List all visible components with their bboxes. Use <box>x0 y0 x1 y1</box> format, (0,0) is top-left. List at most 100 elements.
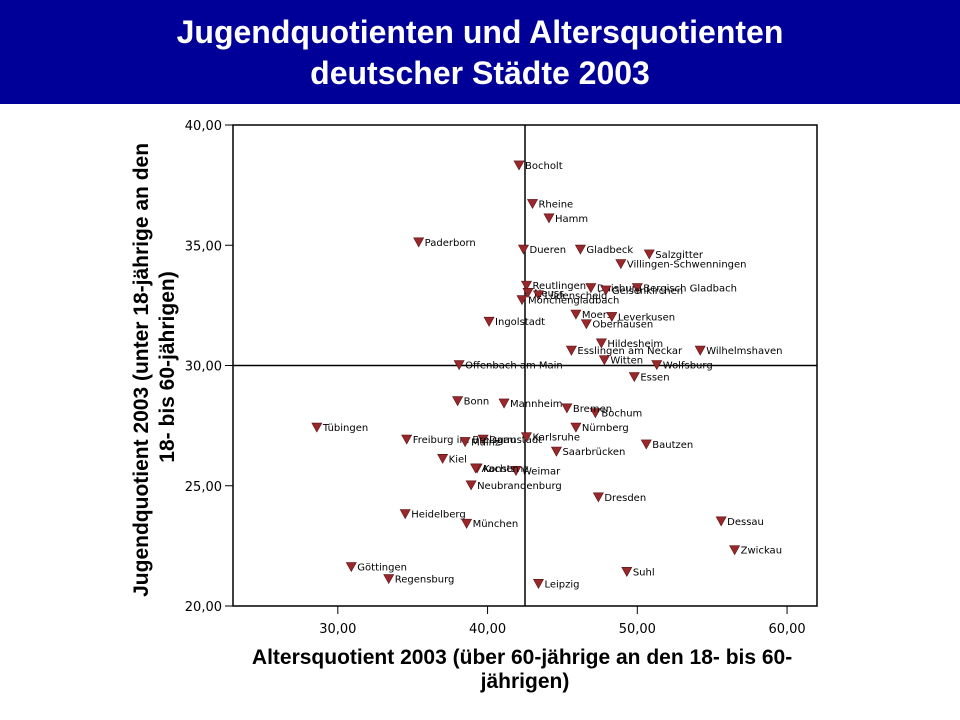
point-label-bremen: Bremen <box>573 404 612 415</box>
point-label-suhl: Suhl <box>633 567 655 578</box>
point-label-salzgitter: Salzgitter <box>655 250 704 261</box>
y-axis-title-line-2: 18- bis 60-jährigen) <box>156 271 179 462</box>
point-label-aachen: Aachen <box>482 464 519 475</box>
title-line-1: Jugendquotienten und Altersquotienten <box>176 14 784 50</box>
point-label-m-nchengladbach: Mönchengladbach <box>528 296 619 307</box>
point-marker-karlsruhe <box>520 432 533 443</box>
point-marker-ingolstadt <box>483 316 495 327</box>
point-label-l-denscheid: Lüdenscheid <box>544 291 607 302</box>
point-marker-weimar <box>510 466 522 476</box>
x-axis-title-line-2: jährigen) <box>480 670 570 693</box>
y-axis-ticks: 20,00 25,00 30,00 35,00 40,00 <box>185 119 233 615</box>
point-label-heidelberg: Heidelberg <box>411 510 466 521</box>
point-marker-mannheim <box>498 398 510 409</box>
point-label-essen: Essen <box>640 373 669 384</box>
point-label-wilhelmshaven: Wilhelmshaven <box>706 346 782 357</box>
point-label-m-nchen: München <box>473 519 519 530</box>
point-label-duisburg: Duisburg <box>597 284 642 295</box>
point-marker-esslingen-am-neckar <box>565 345 577 356</box>
point-label-konstanz: Konstanz <box>483 464 528 475</box>
point-marker-bremen <box>561 403 573 414</box>
y-tick-label: 35,00 <box>185 239 222 254</box>
y-tick-label: 40,00 <box>185 119 222 134</box>
point-marker-dresden <box>592 492 604 503</box>
point-label-moers: Moers <box>582 310 612 321</box>
point-marker-duisburg <box>585 283 597 294</box>
point-marker-kiel <box>437 453 449 464</box>
point-label-bergisch-gladbach: Bergisch Gladbach <box>643 284 737 295</box>
title-banner <box>0 0 960 104</box>
point-label-bocholt: Bocholt <box>525 161 563 172</box>
point-marker-gelsenkirchen <box>600 285 612 296</box>
point-label-leverkusen: Leverkusen <box>618 312 675 323</box>
point-marker-dessau <box>715 516 727 527</box>
point-label-paderborn: Paderborn <box>425 238 476 249</box>
point-label-mannheim: Mannheim <box>510 399 562 410</box>
point-marker-moers <box>570 309 582 320</box>
point-label-weimar: Weimar <box>522 466 561 477</box>
title-line-2: deutscher Städte 2003 <box>310 55 650 91</box>
point-label-wolfsburg: Wolfsburg <box>663 361 713 372</box>
point-marker-g-ttingen <box>345 562 357 573</box>
point-label-bochum: Bochum <box>601 409 642 420</box>
point-marker-dueren <box>517 244 530 255</box>
point-label-saarbr-cken: Saarbrücken <box>562 447 625 458</box>
point-marker-wilhelmshaven <box>694 345 706 356</box>
point-label-ingolstadt: Ingolstadt <box>495 317 545 328</box>
point-label-rheine: Rheine <box>538 199 573 210</box>
point-label-t-bingen: Tübingen <box>322 423 368 434</box>
point-marker-bocholt <box>513 160 525 171</box>
point-label-kiel: Kiel <box>449 454 467 465</box>
point-marker-witten <box>598 355 610 366</box>
x-tick-label: 40,00 <box>469 622 506 637</box>
point-marker-m-nchengladbach <box>516 295 528 306</box>
point-label-dueren: Dueren <box>530 245 567 256</box>
point-marker-hildesheim <box>595 338 607 349</box>
point-marker-neuss <box>522 288 534 298</box>
point-marker-essen <box>628 372 640 383</box>
point-marker-bonn <box>452 396 464 407</box>
point-label-witten: Witten <box>610 356 643 367</box>
x-tick-label: 60,00 <box>768 622 805 637</box>
reference-lines <box>233 125 817 606</box>
point-marker-freiburg-im-breisgau <box>401 434 413 445</box>
point-label-oberhausen: Oberhausen <box>592 320 653 331</box>
point-marker-n-rnberg <box>570 422 582 433</box>
point-label-regensburg: Regensburg <box>395 575 455 586</box>
point-marker-m-nchen <box>461 518 473 529</box>
point-marker-reutlingen <box>520 280 533 291</box>
y-tick-label: 25,00 <box>185 480 222 495</box>
point-label-zwickau: Zwickau <box>741 546 782 557</box>
point-label-leipzig: Leipzig <box>544 579 579 590</box>
point-marker-saarbr-cken <box>550 446 562 457</box>
point-label-bautzen: Bautzen <box>652 440 693 451</box>
point-label-karlsruhe: Karlsruhe <box>532 433 580 444</box>
point-label-mainz: Mainz <box>471 437 500 448</box>
point-label-dessau: Dessau <box>727 517 764 528</box>
point-marker-neubrandenburg <box>465 480 477 491</box>
point-marker-wolfsburg <box>651 360 663 371</box>
point-marker-hamm <box>543 213 555 224</box>
y-axis-title: Jugendquotient 2003 (unter 18-jährige an… <box>130 137 179 597</box>
point-label-reutlingen: Reutlingen <box>532 281 586 292</box>
x-axis-ticks: 30,00 40,00 50,00 60,00 <box>319 606 806 637</box>
point-marker-zwickau <box>729 545 741 556</box>
point-label-offenbach-am-main: Offenbach am Main <box>465 361 563 372</box>
point-marker-bergisch-gladbach <box>631 283 643 294</box>
x-tick-label: 50,00 <box>619 622 656 637</box>
point-label-neuss: Neuss <box>534 288 564 299</box>
x-axis-title-line-1: Altersquotient 2003 (über 60-jährige an … <box>252 646 792 669</box>
point-marker-aachen <box>470 463 482 474</box>
point-label-g-ttingen: Göttingen <box>357 563 407 574</box>
point-marker-rheine <box>526 199 538 209</box>
point-marker-l-denscheid <box>532 290 544 301</box>
point-marker-bautzen <box>640 439 652 450</box>
point-label-bonn: Bonn <box>464 397 490 408</box>
data-points: Bocholt Rheine Hamm Paderborn Dueren Gladbeck… <box>311 160 783 590</box>
point-label-darmstadt: Darmstadt <box>489 435 542 446</box>
point-marker-villingen-schwenningen <box>615 259 627 270</box>
point-marker-suhl <box>621 567 633 577</box>
point-marker-mainz <box>459 437 471 448</box>
x-axis-title: Altersquotient 2003 (über 60-jährige an … <box>252 646 798 693</box>
point-label-dresden: Dresden <box>604 493 646 504</box>
